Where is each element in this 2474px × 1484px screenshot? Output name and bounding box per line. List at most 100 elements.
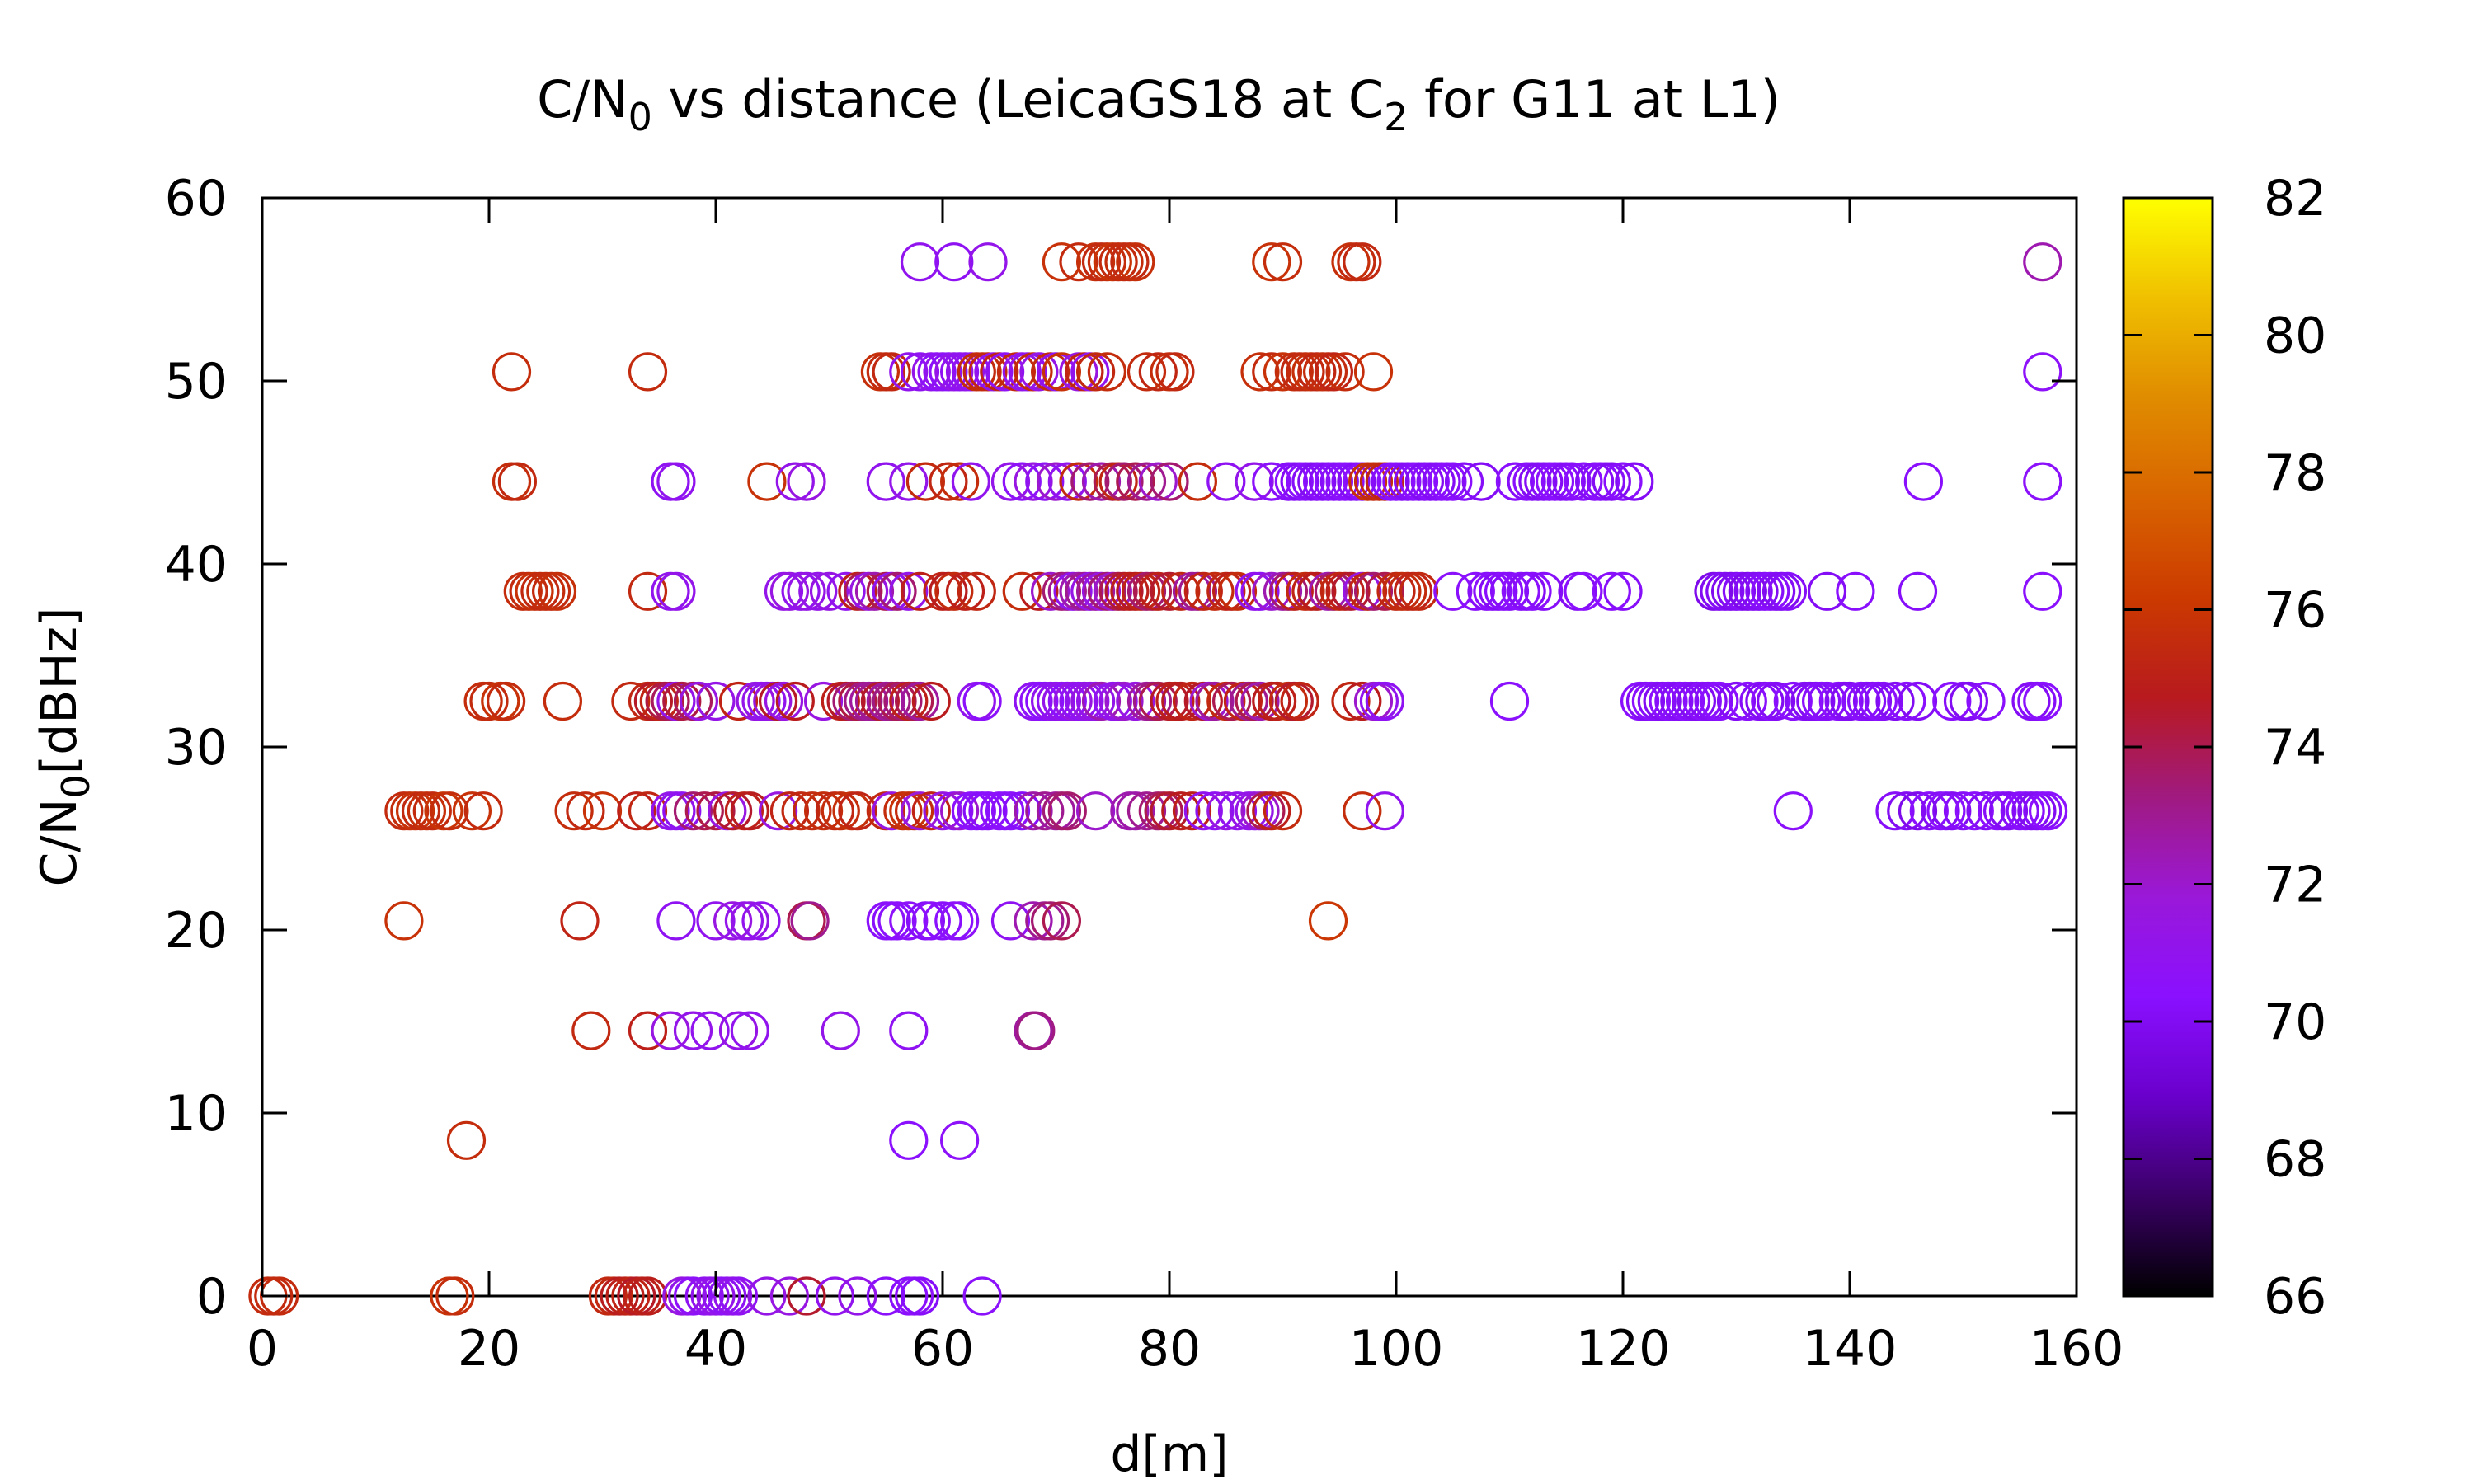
data-point bbox=[412, 791, 452, 831]
data-point bbox=[900, 791, 940, 831]
data-point bbox=[775, 462, 815, 501]
data-point bbox=[1343, 681, 1382, 721]
data-point bbox=[1019, 571, 1059, 611]
data-point bbox=[1331, 571, 1371, 611]
data-point bbox=[730, 791, 769, 831]
data-point bbox=[1126, 791, 1167, 831]
scatter-points bbox=[248, 242, 2068, 1316]
data-point bbox=[1564, 462, 1603, 501]
data-point bbox=[838, 1276, 877, 1316]
data-point bbox=[1875, 681, 1915, 721]
x-tick-label: 20 bbox=[458, 1320, 520, 1378]
data-point bbox=[1257, 681, 1297, 721]
data-point bbox=[990, 791, 1031, 831]
data-point bbox=[1016, 1011, 1056, 1050]
data-point bbox=[747, 1276, 787, 1316]
data-point bbox=[1087, 352, 1127, 392]
data-point bbox=[968, 242, 1008, 282]
data-point bbox=[872, 352, 911, 392]
data-point bbox=[617, 791, 656, 831]
data-point bbox=[990, 901, 1031, 941]
data-point bbox=[1343, 791, 1382, 831]
data-point bbox=[787, 571, 826, 611]
data-point bbox=[889, 571, 929, 611]
data-point bbox=[889, 352, 929, 392]
data-point bbox=[900, 571, 940, 611]
x-tick-label: 60 bbox=[911, 1320, 974, 1378]
data-point bbox=[934, 571, 974, 611]
data-point bbox=[1263, 352, 1303, 392]
data-point bbox=[854, 571, 895, 611]
data-point bbox=[1116, 462, 1155, 501]
data-point bbox=[1116, 681, 1155, 721]
data-point bbox=[1461, 462, 1501, 501]
data-point bbox=[1042, 352, 1082, 392]
y-tick-label: 40 bbox=[165, 536, 228, 594]
data-point bbox=[566, 791, 605, 831]
data-point bbox=[1615, 462, 1654, 501]
data-point bbox=[826, 571, 866, 611]
data-point bbox=[764, 681, 804, 721]
data-point bbox=[1603, 462, 1643, 501]
x-tick-label: 0 bbox=[247, 1320, 278, 1378]
data-point bbox=[747, 462, 787, 501]
data-point bbox=[815, 1276, 855, 1316]
data-point bbox=[713, 901, 753, 941]
data-point bbox=[679, 681, 719, 721]
data-point bbox=[651, 1011, 690, 1050]
colorbar-axis: 66 68 70 72 74 76 78 80 82 bbox=[2124, 170, 2326, 1326]
data-point bbox=[1195, 681, 1235, 721]
data-point bbox=[939, 901, 980, 941]
data-point bbox=[1206, 462, 1246, 501]
data-point bbox=[1155, 352, 1195, 392]
data-point bbox=[582, 791, 623, 831]
y-tick-label: 50 bbox=[165, 353, 228, 411]
data-point bbox=[497, 462, 538, 501]
data-point bbox=[900, 352, 940, 392]
data-point bbox=[990, 462, 1031, 501]
data-point bbox=[1081, 462, 1122, 501]
data-point bbox=[1495, 462, 1536, 501]
data-point bbox=[1898, 681, 1938, 721]
data-point bbox=[1042, 242, 1082, 282]
data-point bbox=[1365, 681, 1404, 721]
data-point bbox=[1252, 242, 1291, 282]
data-point bbox=[1773, 681, 1813, 721]
data-point bbox=[560, 901, 600, 941]
data-point bbox=[911, 901, 951, 941]
data-point bbox=[1002, 571, 1042, 611]
data-point bbox=[1240, 681, 1280, 721]
data-point bbox=[1161, 791, 1201, 831]
data-point bbox=[968, 791, 1008, 831]
data-point bbox=[889, 462, 929, 501]
data-point bbox=[1104, 681, 1144, 721]
data-point bbox=[769, 1276, 810, 1316]
data-point bbox=[821, 791, 860, 831]
x-tick-label: 40 bbox=[684, 1320, 747, 1378]
data-point bbox=[1949, 681, 1988, 721]
data-point bbox=[1252, 352, 1291, 392]
data-point bbox=[1898, 571, 1938, 611]
data-point bbox=[1903, 462, 1943, 501]
data-point bbox=[1150, 462, 1189, 501]
x-tick-label: 100 bbox=[1349, 1320, 1444, 1378]
data-point bbox=[1030, 571, 1070, 611]
data-point bbox=[1240, 571, 1280, 611]
y-tick-label: 60 bbox=[165, 170, 228, 228]
data-point bbox=[1030, 901, 1070, 941]
data-point bbox=[803, 681, 844, 721]
data-point bbox=[1263, 242, 1303, 282]
colorbar-tick-label: 80 bbox=[2264, 308, 2326, 365]
data-point bbox=[1564, 571, 1603, 611]
data-point bbox=[2029, 791, 2068, 831]
data-point bbox=[435, 1276, 475, 1316]
data-point bbox=[1075, 791, 1116, 831]
data-point bbox=[1830, 681, 1870, 721]
data-point bbox=[1325, 352, 1365, 392]
data-point bbox=[696, 681, 736, 721]
data-point bbox=[1047, 791, 1087, 831]
data-point bbox=[923, 901, 962, 941]
y-axis-title: C/N0[dBHz] bbox=[31, 608, 98, 887]
y-tick-label: 0 bbox=[196, 1268, 228, 1326]
data-point bbox=[900, 681, 940, 721]
